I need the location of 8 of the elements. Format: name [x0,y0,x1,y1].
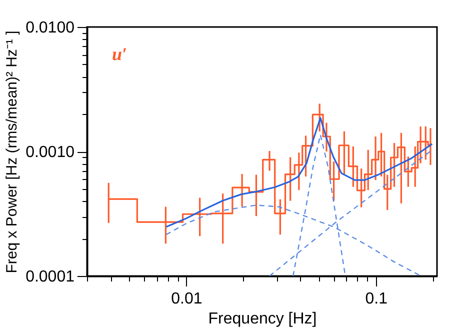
y-tick-label: 0.0010 [26,144,75,161]
x-tick-label: 0.01 [171,290,202,308]
text: u′ [112,44,128,64]
y-tick-label: 0.0100 [26,20,75,36]
x-tick-label: 0.1 [365,290,388,308]
y-tick-label: 0.0001 [26,268,75,286]
y-axis-title: Freq x Power [Hz (rms/mean)² Hz⁻¹ ] [4,30,21,274]
x-axis-title: Frequency [Hz] [208,310,317,328]
